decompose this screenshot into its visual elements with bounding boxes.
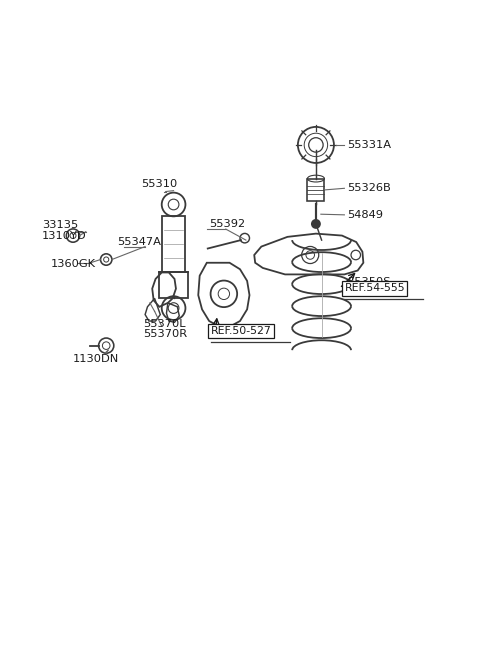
Text: REF.54-555: REF.54-555 — [344, 284, 405, 293]
Circle shape — [311, 219, 321, 229]
Text: 33135: 33135 — [42, 220, 78, 230]
Text: 55392: 55392 — [209, 219, 245, 229]
Bar — [307, 179, 324, 201]
Text: 55370L: 55370L — [143, 318, 185, 329]
Text: 55350S: 55350S — [347, 277, 390, 287]
Text: 55347A: 55347A — [117, 237, 160, 247]
Text: 55331A: 55331A — [347, 140, 391, 150]
Text: 55370R: 55370R — [143, 329, 187, 339]
Bar — [162, 216, 185, 272]
Text: 1310YD: 1310YD — [42, 231, 86, 240]
Text: REF.50-527: REF.50-527 — [211, 326, 271, 336]
Bar — [159, 272, 188, 299]
Text: 55310: 55310 — [141, 179, 178, 189]
Text: 54849: 54849 — [347, 210, 383, 220]
Text: 1130DN: 1130DN — [73, 354, 119, 364]
Text: 55326B: 55326B — [347, 183, 391, 193]
Text: 1360GK: 1360GK — [51, 259, 96, 269]
